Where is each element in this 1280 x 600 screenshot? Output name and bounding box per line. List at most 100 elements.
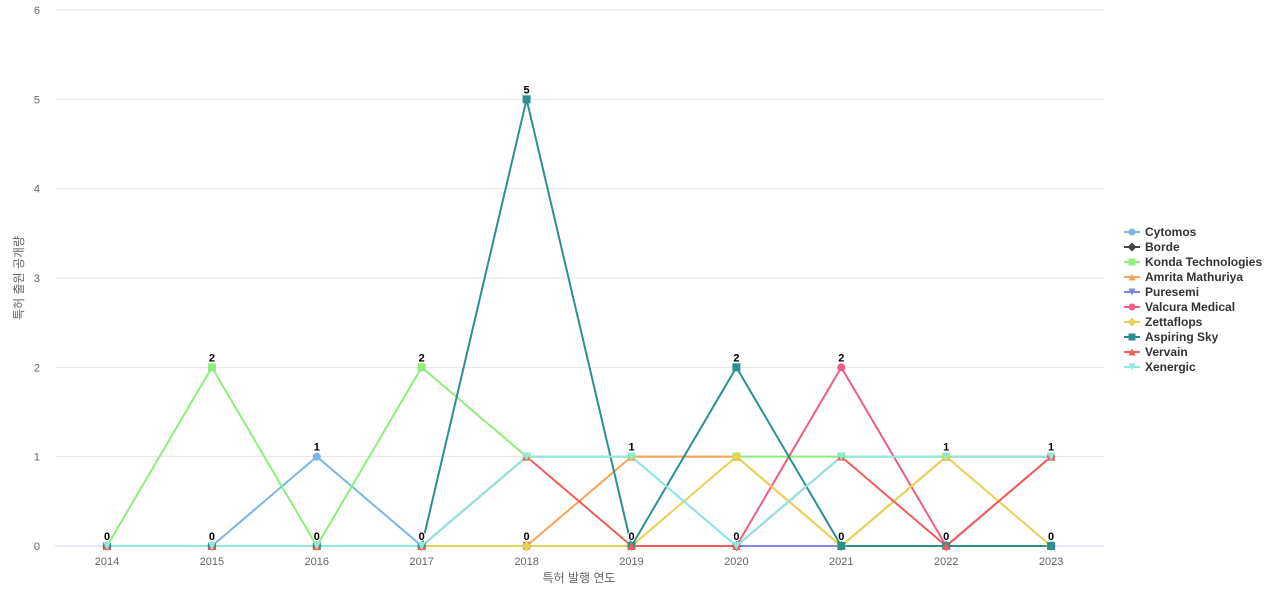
legend-symbol <box>1124 303 1140 310</box>
legend-item[interactable]: Puresemi <box>1124 284 1262 299</box>
data-label: 5 <box>524 84 530 96</box>
legend-symbol <box>1124 363 1140 370</box>
data-point <box>627 452 636 461</box>
x-tick-label: 2023 <box>1039 556 1063 568</box>
data-label: 2 <box>419 352 425 364</box>
y-tick-label: 2 <box>34 362 40 374</box>
legend-symbol <box>1124 258 1140 265</box>
data-label: 0 <box>733 531 739 543</box>
data-label: 1 <box>943 442 949 454</box>
y-tick-label: 4 <box>34 184 40 196</box>
series-lines <box>106 98 1052 547</box>
x-tick-label: 2020 <box>724 556 748 568</box>
x-tick-label: 2014 <box>95 556 119 568</box>
y-tick-label: 0 <box>34 541 40 553</box>
legend-symbol <box>1124 333 1140 340</box>
legend-item[interactable]: Cytomos <box>1124 224 1262 239</box>
data-point <box>417 542 426 550</box>
x-tick-label: 2016 <box>305 556 329 568</box>
legend-symbol <box>1124 242 1140 251</box>
data-label: 0 <box>1048 531 1054 543</box>
data-label: 2 <box>838 352 844 364</box>
data-point <box>521 541 532 551</box>
data-point <box>522 95 531 104</box>
data-point <box>731 451 742 462</box>
data-point <box>103 542 111 550</box>
legend-label: Valcura Medical <box>1145 299 1236 314</box>
series-line-vervain <box>107 455 1052 547</box>
legend-symbol <box>1124 348 1140 355</box>
data-label: 0 <box>104 531 110 543</box>
legend-label: Xenergic <box>1145 359 1196 374</box>
data-point <box>942 542 951 550</box>
data-point <box>1047 452 1056 461</box>
legend-item[interactable]: Valcura Medical <box>1124 299 1262 314</box>
x-tick-label: 2022 <box>934 556 958 568</box>
data-label: 0 <box>314 531 320 543</box>
data-label: 0 <box>838 531 844 543</box>
legend-label: Zettaflops <box>1145 314 1203 329</box>
series-line-aspiring-sky <box>107 98 1052 547</box>
legend-item[interactable]: Amrita Mathuriya <box>1124 269 1262 284</box>
legend-label: Aspiring Sky <box>1145 329 1219 344</box>
data-point <box>837 363 846 372</box>
legend-item[interactable]: Konda Technologies <box>1124 254 1262 269</box>
series-markers <box>102 95 1057 551</box>
x-axis-title: 특허 발행 연도 <box>543 570 616 585</box>
data-labels: 0 2 1 2 5 1 2 2 1 1 0 0 0 0 0 0 0 0 0 <box>103 83 1055 544</box>
legend-symbol <box>1124 317 1140 326</box>
chart-legend: Cytomos Borde Konda Technologies Amrita Mat… <box>1124 224 1262 374</box>
x-axis-ticks: 2014 2015 2016 2017 2018 2019 2020 2021 2022 2023 <box>95 556 1064 568</box>
data-label: 2 <box>733 352 739 364</box>
legend-item[interactable]: Aspiring Sky <box>1124 329 1262 344</box>
legend-label: Vervain <box>1145 344 1188 359</box>
grid-lines <box>55 9 1104 547</box>
legend-symbol <box>1124 273 1140 280</box>
x-tick-label: 2015 <box>200 556 224 568</box>
data-point <box>942 452 951 461</box>
data-point <box>417 363 426 372</box>
legend-item[interactable]: Vervain <box>1124 344 1262 359</box>
data-point <box>312 542 321 550</box>
y-axis-title: 특허 출원 공개량 <box>12 236 26 320</box>
legend-label: Amrita Mathuriya <box>1145 269 1244 284</box>
data-label: 0 <box>628 531 634 543</box>
legend-item[interactable]: Xenergic <box>1124 359 1262 374</box>
y-tick-label: 1 <box>34 452 40 464</box>
legend-item[interactable]: Zettaflops <box>1124 314 1262 329</box>
data-label: 0 <box>524 531 530 543</box>
data-point <box>522 452 531 461</box>
data-point <box>312 452 321 461</box>
y-tick-label: 5 <box>34 94 40 106</box>
x-tick-label: 2021 <box>829 556 853 568</box>
x-tick-label: 2018 <box>514 556 538 568</box>
data-point <box>1047 542 1056 550</box>
legend-label: Borde <box>1145 239 1180 254</box>
data-label: 1 <box>314 442 320 454</box>
data-point <box>732 542 741 550</box>
y-axis-ticks: 0 1 2 3 4 5 6 <box>34 5 40 553</box>
legend-item[interactable]: Borde <box>1124 239 1262 254</box>
legend-symbol <box>1124 228 1140 235</box>
legend-label: Cytomos <box>1145 224 1197 239</box>
data-point <box>837 452 846 461</box>
data-point <box>207 363 216 372</box>
y-tick-label: 6 <box>34 5 40 17</box>
x-tick-label: 2017 <box>409 556 433 568</box>
y-tick-label: 3 <box>34 273 40 285</box>
legend-symbol <box>1124 288 1140 295</box>
data-label: 1 <box>1048 442 1054 454</box>
x-tick-label: 2019 <box>619 556 643 568</box>
series-line-xenergic <box>107 455 1052 547</box>
data-label: 0 <box>209 531 215 543</box>
legend-label: Konda Technologies <box>1145 254 1263 269</box>
data-point <box>837 542 846 550</box>
data-point <box>627 542 636 550</box>
data-label: 2 <box>209 352 215 364</box>
data-point <box>732 363 741 372</box>
data-label: 1 <box>628 442 634 454</box>
data-point <box>207 542 216 550</box>
data-label: 0 <box>419 531 425 543</box>
legend-label: Puresemi <box>1145 284 1200 299</box>
